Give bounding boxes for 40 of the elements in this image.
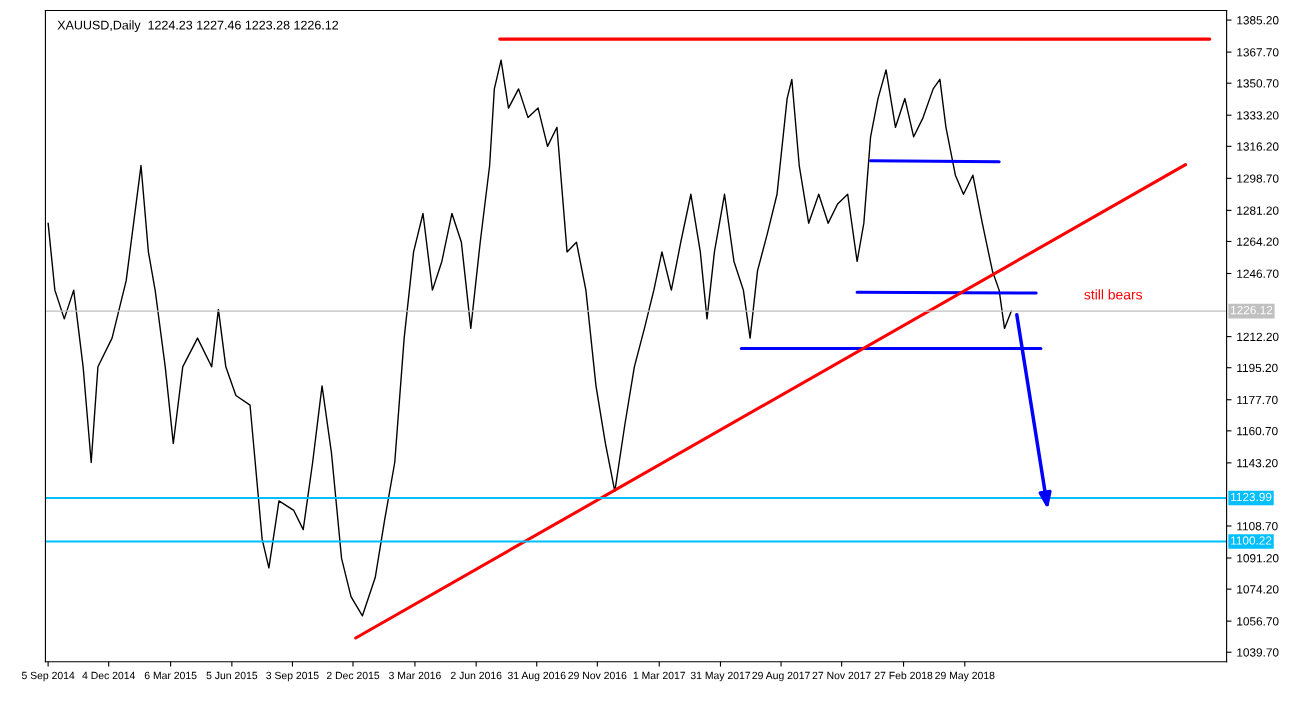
x-tick-label: 2 Dec 2015 — [326, 671, 380, 680]
y-tick-label: 1350.70 — [1237, 79, 1279, 88]
x-tick-label: 5 Jun 2015 — [206, 671, 258, 680]
x-tick-label: 5 Sep 2014 — [21, 671, 75, 682]
text: XAUUSD,Daily 1224.23 1227.46 1223.28 1226.12 — [57, 20, 339, 32]
x-tick-label: 3 Mar 2016 — [388, 671, 441, 680]
x-tick-label: 29 May 2018 — [935, 671, 995, 682]
ref-line-label: 1123.99 — [1231, 492, 1272, 502]
y-tick-label: 1212.20 — [1237, 332, 1279, 342]
x-tick-label: 1 Mar 2017 — [633, 671, 686, 680]
x-tick-label: 27 Feb 2018 — [874, 671, 933, 680]
y-tick-label: 1385.20 — [1237, 16, 1279, 25]
ref-line-label: 1100.22 — [1231, 536, 1272, 545]
x-tick-label: 29 Nov 2016 — [568, 671, 627, 680]
x-tick-label: 3 Sep 2015 — [266, 671, 319, 682]
x-tick-label: 29 Aug 2017 — [752, 671, 810, 682]
y-tick-label: 1091.20 — [1237, 554, 1279, 563]
y-tick-label: 1333.20 — [1237, 111, 1279, 120]
y-tick-label: 1160.70 — [1237, 426, 1278, 436]
annotation: still bears — [1084, 289, 1143, 300]
x-tick-label: 4 Dec 2014 — [82, 671, 136, 680]
y-tick-label: 1143.20 — [1237, 458, 1278, 468]
y-tick-label: 1108.70 — [1237, 522, 1278, 531]
y-tick-label: 1316.20 — [1237, 142, 1279, 151]
ref-line-label: 1226.12 — [1231, 305, 1273, 315]
y-tick-label: 1177.70 — [1237, 395, 1278, 405]
y-tick-label: 1281.20 — [1237, 206, 1279, 215]
y-tick-label: 1246.70 — [1237, 269, 1279, 278]
y-tick-label: 1298.70 — [1237, 174, 1279, 183]
x-tick-label: 31 May 2017 — [690, 671, 751, 682]
y-tick-label: 1074.20 — [1237, 585, 1279, 594]
y-tick-label: 1264.20 — [1237, 237, 1279, 246]
x-tick-label: 2 Jun 2016 — [450, 671, 502, 680]
y-tick-label: 1056.70 — [1237, 617, 1279, 626]
x-tick-label: 6 Mar 2015 — [144, 671, 197, 680]
x-tick-label: 27 Nov 2017 — [812, 671, 871, 680]
y-tick-label: 1039.70 — [1237, 648, 1279, 657]
y-tick-label: 1195.20 — [1237, 363, 1278, 373]
x-tick-label: 31 Aug 2016 — [507, 671, 566, 682]
y-tick-label: 1367.70 — [1237, 48, 1279, 57]
